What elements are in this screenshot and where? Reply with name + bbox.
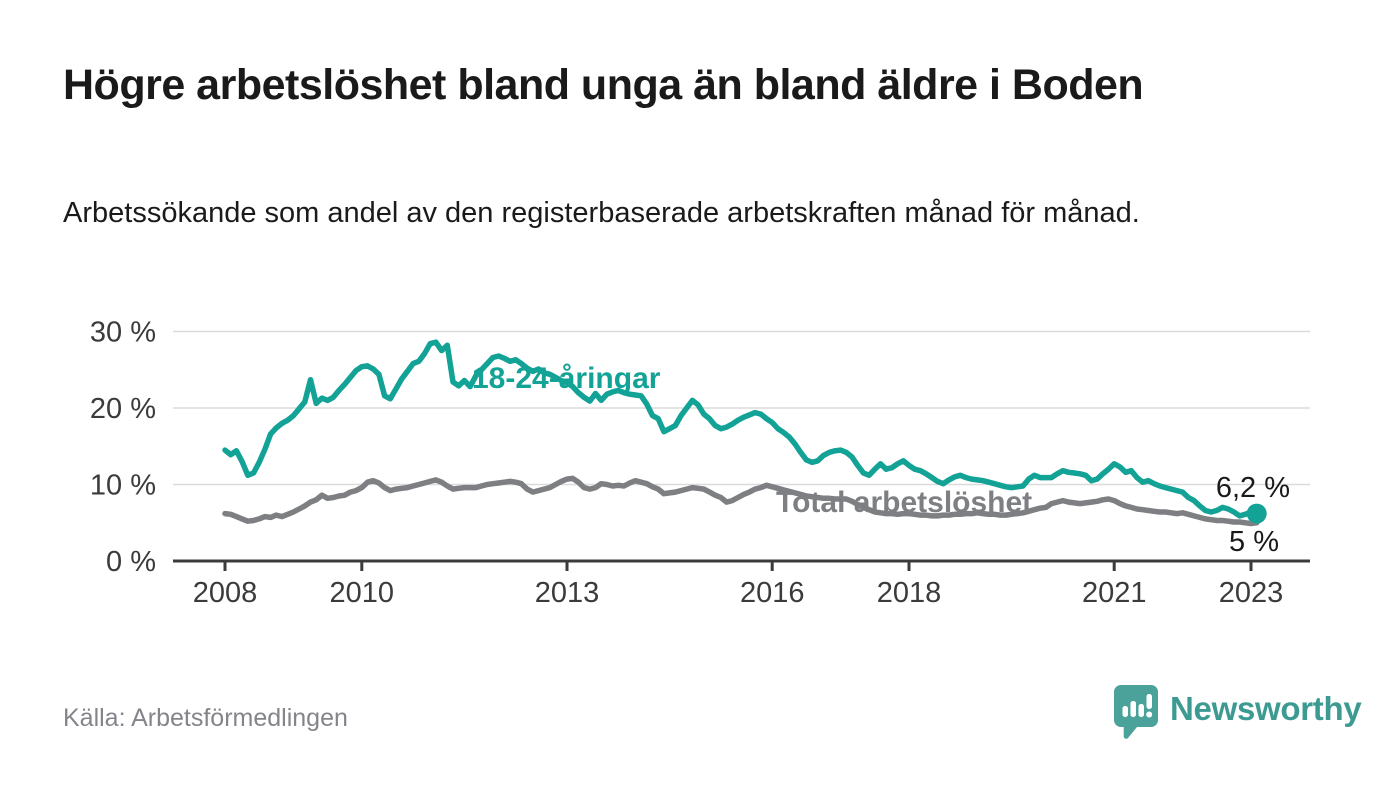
x-tick-label: 2008 [193,577,258,609]
series-youth-label: 18-24-åringar [472,362,661,395]
series-total-line [222,475,1260,527]
youth-end-dot [1246,503,1267,524]
source-text: Källa: Arbetsförmedlingen [63,704,348,732]
page-subtitle: Arbetssökande som andel av den registerb… [63,197,1140,229]
x-tick-label: 2023 [1219,577,1284,609]
x-tick-label: 2016 [740,577,805,609]
y-tick-label: 20 % [90,393,156,425]
x-tick-label: 2021 [1082,577,1147,609]
page-title: Högre arbetslöshet bland unga än bland ä… [63,61,1144,109]
bar-chart-speech-bubble-icon [1114,685,1158,739]
series-youth-end-value: 6,2 % [1216,472,1290,504]
series-youth-line [222,339,1260,519]
series-total-label: Total arbetslöshet [776,486,1032,519]
x-tick-label: 2010 [330,577,395,609]
y-tick-label: 30 % [90,317,156,349]
y-tick-label: 10 % [90,470,156,502]
x-tick-label: 2013 [535,577,600,609]
brand-name: Newsworthy [1170,690,1362,727]
y-tick-label: 0 % [106,546,156,578]
brand-logo: Newsworthy [1113,684,1362,740]
x-tick-label: 2018 [877,577,942,609]
series-total-end-value: 5 % [1229,526,1279,558]
